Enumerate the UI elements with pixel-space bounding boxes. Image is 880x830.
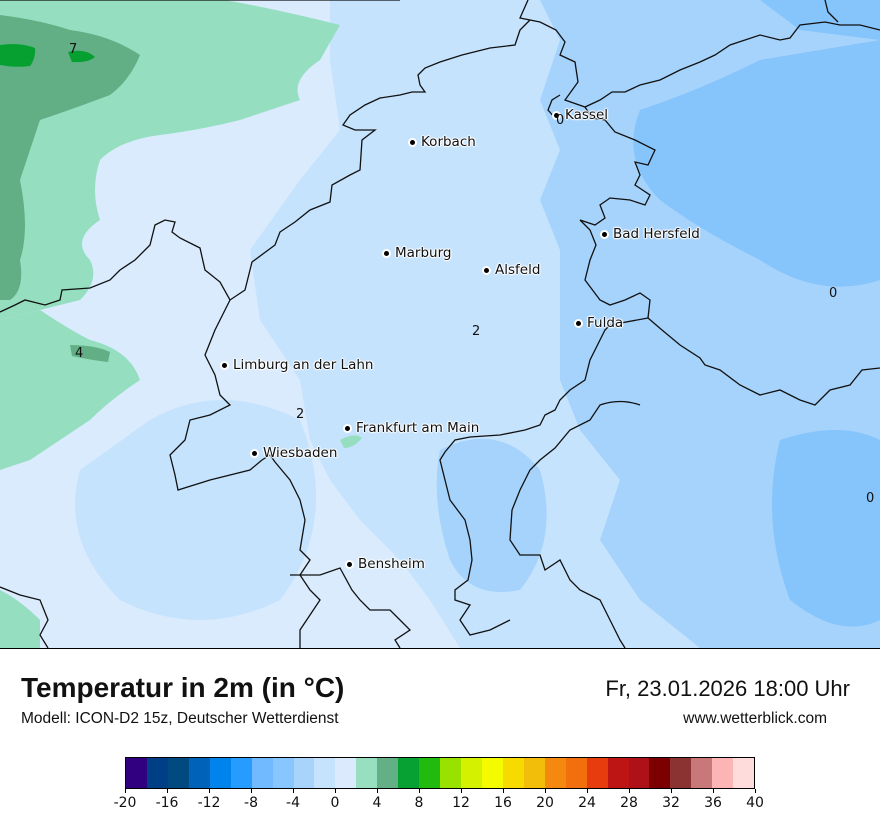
city-marker-icon — [347, 561, 352, 567]
legend-tick-label: 16 — [494, 795, 512, 811]
forecast-datetime: Fr, 23.01.2026 18:00 Uhr — [605, 676, 850, 701]
legend-swatch — [733, 758, 755, 788]
isotherm-label: 0 — [866, 491, 875, 506]
temperature-field — [0, 0, 880, 648]
city-marker-icon — [554, 112, 559, 118]
legend-tick-label: -8 — [244, 795, 258, 811]
legend-swatch — [377, 758, 399, 788]
city-label: Limburg an der Lahn — [222, 357, 373, 373]
legend-swatch — [691, 758, 713, 788]
legend-tick-label: 12 — [452, 795, 470, 811]
city-marker-icon — [345, 425, 350, 431]
isotherm-label: 7 — [69, 42, 78, 57]
legend-tick-label: 40 — [746, 795, 764, 811]
color-legend-bar — [125, 757, 755, 789]
legend-tick-label: -4 — [286, 795, 300, 811]
legend-swatch — [544, 758, 566, 788]
legend-swatch — [398, 758, 420, 788]
legend-swatch — [335, 758, 357, 788]
map-title: Temperatur in 2m (in °C) — [21, 672, 345, 703]
city-name: Alsfeld — [495, 262, 541, 278]
city-label: Bensheim — [347, 556, 425, 572]
isotherm-label: 2 — [296, 407, 305, 422]
legend-swatch — [586, 758, 608, 788]
legend-tick-label: 20 — [536, 795, 554, 811]
city-name: Fulda — [587, 315, 624, 331]
legend-tick-label: 4 — [372, 795, 382, 811]
color-legend-ticks: -20 -16 -12 -8 -4 0 4 8 12 16 20 24 28 32 36 40 — [114, 789, 764, 819]
isotherm-label: 0 — [556, 113, 565, 128]
legend-swatch — [146, 758, 168, 788]
legend-tick-label: -12 — [197, 795, 221, 811]
city-marker-icon — [576, 320, 581, 326]
legend-swatch — [251, 758, 273, 788]
legend-swatch — [126, 758, 147, 788]
isotherm-label: 0 — [829, 286, 838, 301]
legend-swatch — [607, 758, 629, 788]
legend-swatch — [293, 758, 315, 788]
temperature-map: Kassel Korbach Bad Hersfeld Marburg Alsfeld F… — [0, 0, 880, 649]
legend-tick-label: -20 — [113, 795, 137, 811]
city-name: Frankfurt am Main — [356, 420, 480, 436]
city-label: Frankfurt am Main — [345, 420, 479, 436]
city-label: Korbach — [410, 134, 476, 150]
legend-swatch — [649, 758, 671, 788]
legend-tick-label: 8 — [414, 795, 424, 811]
city-marker-icon — [602, 231, 607, 237]
city-name: Korbach — [421, 134, 476, 150]
city-name: Kassel — [565, 107, 609, 123]
legend-swatch — [272, 758, 294, 788]
legend-swatch — [167, 758, 189, 788]
legend-swatch — [230, 758, 252, 788]
city-name: Limburg an der Lahn — [233, 357, 374, 373]
city-marker-icon — [384, 250, 389, 256]
city-marker-icon — [484, 267, 489, 273]
website-link[interactable]: www.wetterblick.com — [683, 710, 827, 727]
city-marker-icon — [252, 450, 257, 456]
isotherm-label: 4 — [75, 346, 84, 361]
legend-swatch — [440, 758, 461, 788]
city-label: Wiesbaden — [252, 445, 337, 461]
city-name: Marburg — [395, 245, 452, 261]
city-label: Bad Hersfeld — [602, 226, 700, 242]
city-name: Bad Hersfeld — [613, 226, 700, 242]
legend-swatch — [628, 758, 650, 788]
legend-tick-label: 28 — [620, 795, 638, 811]
city-name: Wiesbaden — [263, 445, 338, 461]
legend-swatch — [461, 758, 482, 788]
state-border — [0, 0, 880, 648]
city-marker-icon — [222, 362, 227, 368]
city-label: Fulda — [576, 315, 623, 331]
legend-swatch — [670, 758, 692, 788]
isotherm-label: 2 — [472, 324, 481, 339]
legend-swatch — [419, 758, 441, 788]
city-label: Kassel — [554, 107, 608, 123]
legend-swatch — [314, 758, 336, 788]
city-label: Marburg — [384, 245, 451, 261]
legend-tick-label: 0 — [330, 795, 340, 811]
legend-tick-label: -16 — [155, 795, 179, 811]
city-label: Alsfeld — [484, 262, 540, 278]
legend-tick-label: 36 — [704, 795, 722, 811]
legend-swatch — [356, 758, 378, 788]
legend-swatch — [523, 758, 545, 788]
legend-swatch — [188, 758, 210, 788]
city-marker-icon — [410, 139, 415, 145]
model-source: Modell: ICON-D2 15z, Deutscher Wetterdie… — [21, 710, 339, 727]
legend-tick-label: 32 — [662, 795, 680, 811]
legend-swatch — [712, 758, 734, 788]
legend-tick-label: 24 — [578, 795, 596, 811]
legend-swatch — [565, 758, 587, 788]
legend-swatch — [209, 758, 231, 788]
legend-swatch — [481, 758, 503, 788]
legend-swatch — [502, 758, 524, 788]
city-name: Bensheim — [358, 556, 425, 572]
